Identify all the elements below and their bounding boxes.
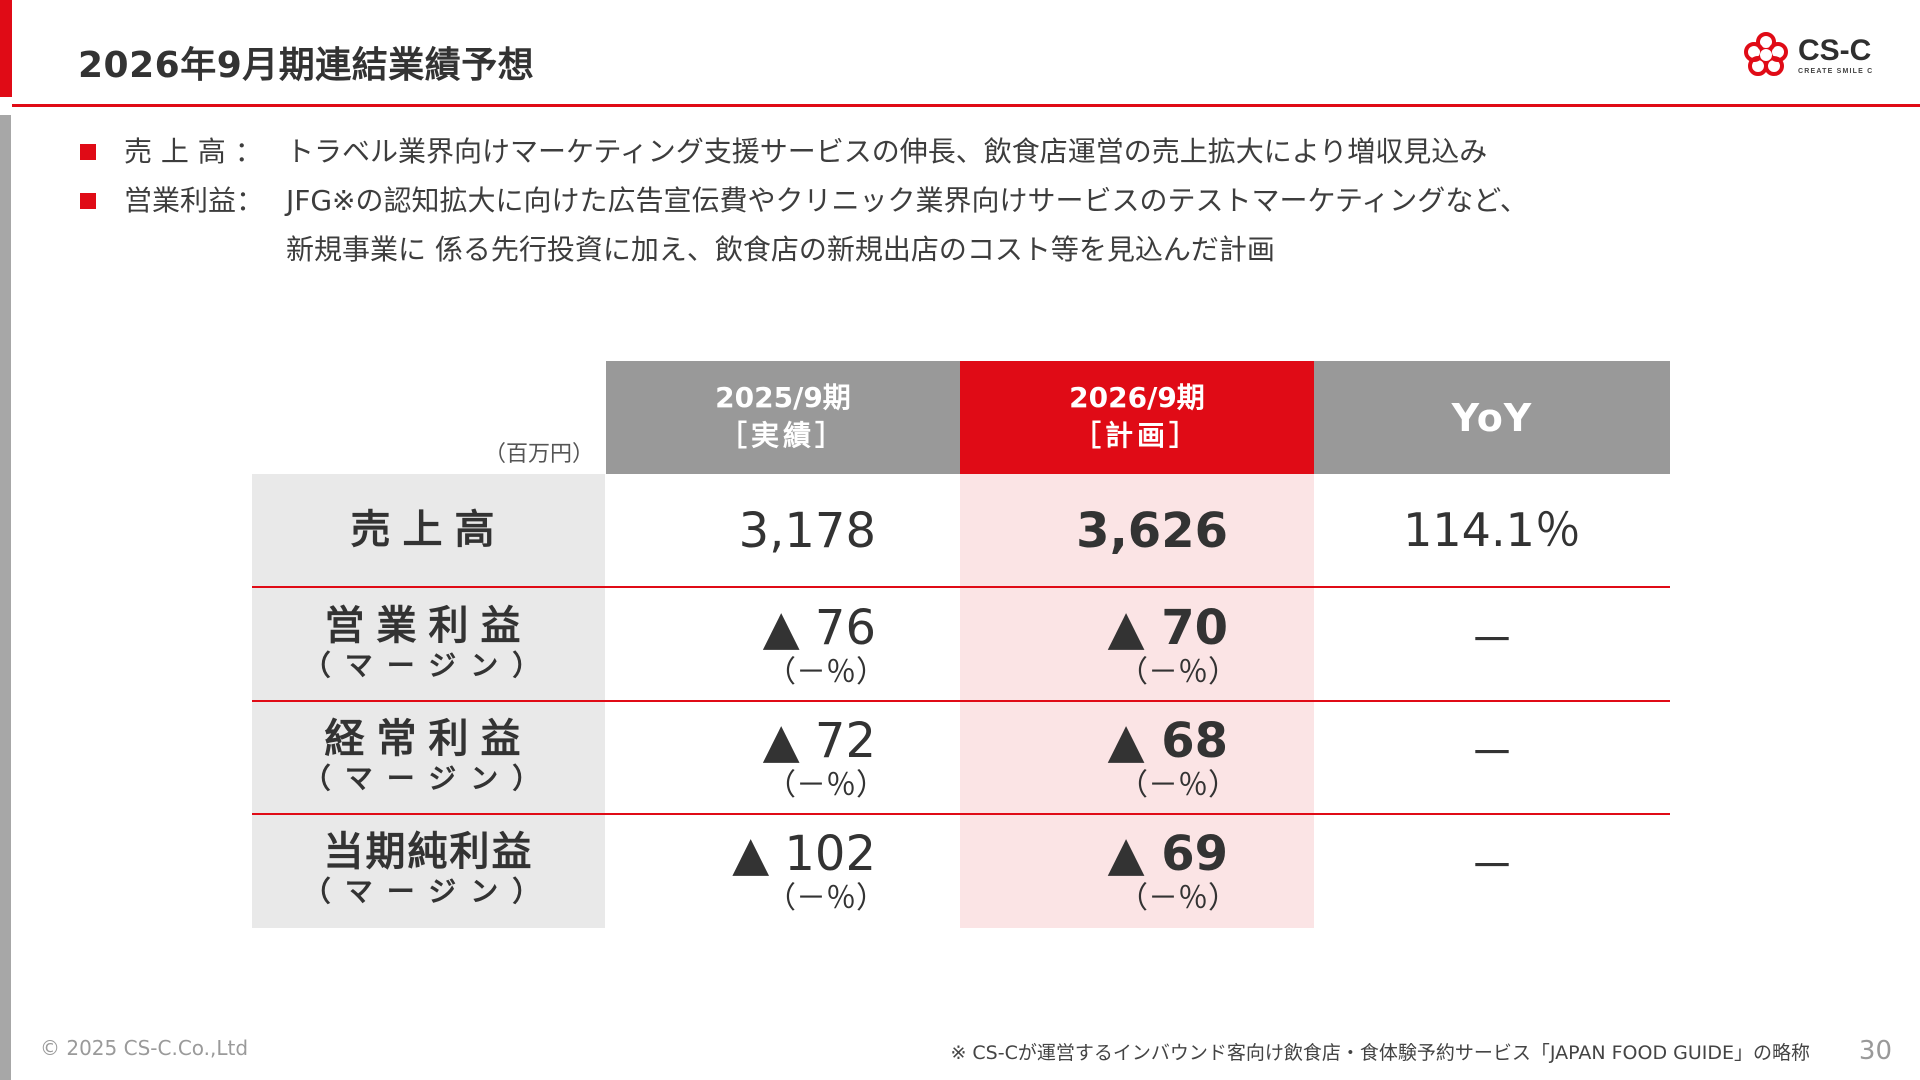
bullet-square-icon <box>80 193 96 209</box>
header-yoy-label: YoY <box>1451 396 1533 440</box>
sales-plan: 3,626 <box>1076 503 1228 559</box>
operating-profit-actual: ▲ 76 <box>762 600 876 656</box>
row-label-ordinary-profit: 経常利益 （マージン） <box>252 717 605 795</box>
header-yoy: YoY <box>1314 361 1670 474</box>
header-actual: 2025/9期 ［実績］ <box>606 361 960 474</box>
operating-margin-plan: （－％） <box>1118 655 1238 690</box>
net-income-yoy: － <box>1469 839 1515 893</box>
net-margin-plan: （－％） <box>1118 881 1238 916</box>
sales-actual: 3,178 <box>738 503 876 559</box>
row-label-sales: 売上高 <box>252 508 605 552</box>
ordinary-margin-actual: （－％） <box>766 768 886 803</box>
logo-subtext: CREATE SMILE C <box>1798 68 1874 75</box>
row-label-text: 営業利益 <box>324 603 533 649</box>
flower-logo-icon <box>1744 32 1788 76</box>
logo-text: CS-C <box>1798 34 1872 67</box>
operating-profit-yoy: － <box>1469 613 1515 667</box>
bullet-label: 売 上 高 ： <box>124 135 263 168</box>
row-label-text: 売上高 <box>350 507 507 553</box>
row-label-net-income: 当期純利益 （マージン） <box>252 830 605 908</box>
row-label-sub: （マージン） <box>302 762 555 795</box>
page-number: 30 <box>1858 1036 1892 1066</box>
title-accent-bar <box>0 0 12 97</box>
page-title: 2026年9月期連結業績予想 <box>78 45 535 86</box>
header-plan-type: ［計画］ <box>1072 419 1201 452</box>
sales-yoy: 114.1％ <box>1403 503 1581 557</box>
side-bar <box>0 115 11 1080</box>
operating-margin-actual: （－％） <box>766 655 886 690</box>
row-label-text: 経常利益 <box>324 716 533 762</box>
row-label-sub: （マージン） <box>302 649 555 682</box>
bullet-label: 営業利益： <box>124 184 265 217</box>
header-plan: 2026/9期 ［計画］ <box>960 361 1314 474</box>
title-divider <box>12 104 1920 107</box>
ordinary-margin-plan: （－％） <box>1118 768 1238 803</box>
ordinary-profit-actual: ▲ 72 <box>762 713 876 769</box>
footnote: ※ CS-Cが運営するインバウンド客向け飲食店・食体験予約サービス「JAPAN … <box>950 1042 1810 1064</box>
copyright: © 2025 CS-C.Co.,Ltd <box>40 1036 249 1060</box>
bullet-square-icon <box>80 144 96 160</box>
net-income-plan: ▲ 69 <box>1107 826 1228 882</box>
bullet-text: 新規事業に 係る先行投資に加え、飲食店の新規出店のコスト等を見込んだ計画 <box>286 233 1275 266</box>
net-income-actual: ▲ 102 <box>732 826 876 882</box>
net-margin-actual: （－％） <box>766 881 886 916</box>
unit-label: （百万円） <box>484 442 595 467</box>
bullet-text: トラベル業界向けマーケティング支援サービスの伸長、飲食店運営の売上拡大により増収… <box>286 135 1488 168</box>
header-actual-period: 2025/9期 <box>715 381 851 414</box>
company-logo: CS-C CREATE SMILE C <box>1742 30 1882 80</box>
row-divider <box>252 586 1670 588</box>
row-label-text: 当期純利益 <box>323 829 534 875</box>
ordinary-profit-yoy: － <box>1469 726 1515 780</box>
ordinary-profit-plan: ▲ 68 <box>1107 713 1228 769</box>
header-actual-type: ［実績］ <box>718 419 847 452</box>
row-label-operating-profit: 営業利益 （マージン） <box>252 604 605 682</box>
operating-profit-plan: ▲ 70 <box>1107 600 1228 656</box>
row-divider <box>252 813 1670 815</box>
row-divider <box>252 700 1670 702</box>
header-plan-period: 2026/9期 <box>1069 381 1205 414</box>
row-label-sub: （マージン） <box>302 875 555 908</box>
bullet-text: JFG※の認知拡大に向けた広告宣伝費やクリニック業界向けサービスのテストマーケテ… <box>286 184 1528 217</box>
